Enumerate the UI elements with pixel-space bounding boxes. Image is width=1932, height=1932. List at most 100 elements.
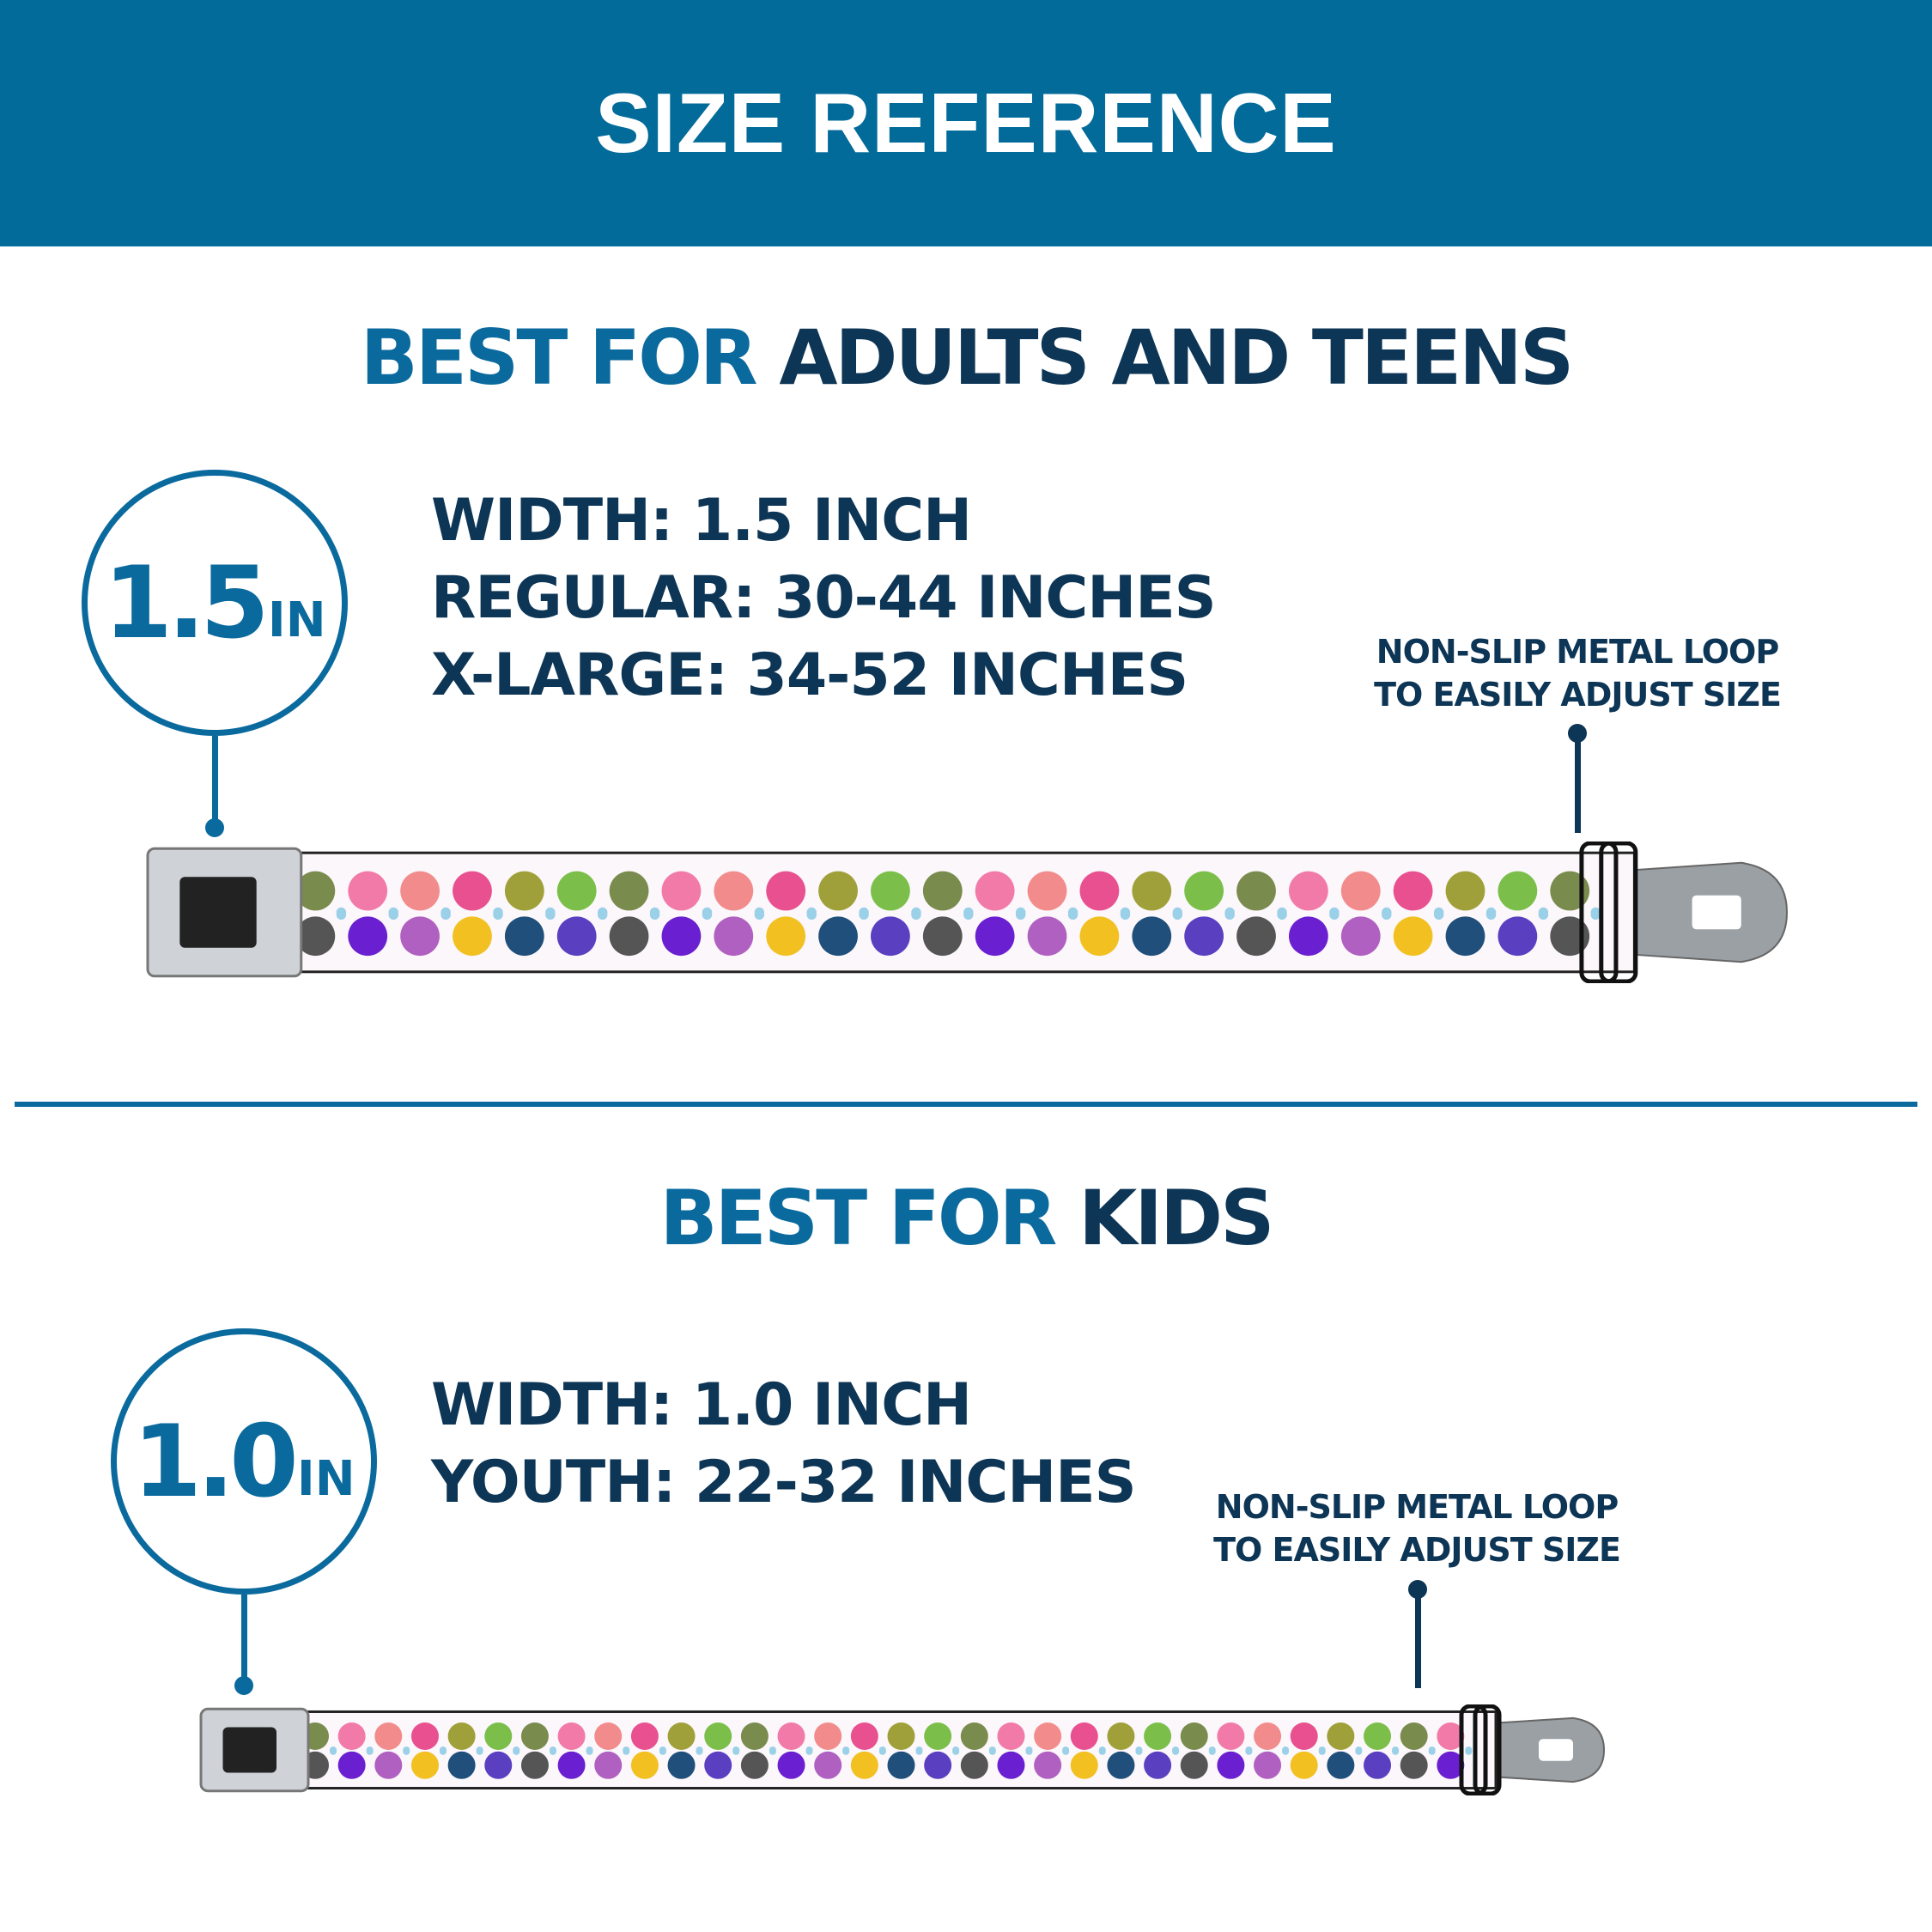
tongue-slot <box>1692 895 1741 930</box>
kids-specs: WIDTH: 1.0 INCH YOUTH: 22-32 INCHES <box>431 1367 1137 1522</box>
tongue-slot <box>1539 1739 1573 1761</box>
pattern-skull <box>1027 871 1067 911</box>
pattern-skull <box>704 1722 732 1750</box>
pattern-skull <box>520 1751 549 1779</box>
pattern-skull <box>400 916 440 957</box>
buckle-logo <box>222 1727 276 1773</box>
pattern-skull <box>1034 1722 1062 1750</box>
pattern-skull <box>814 1722 842 1750</box>
pointer-line <box>1415 1589 1421 1688</box>
pattern-skull <box>1289 871 1328 911</box>
metal-loop <box>1599 841 1638 983</box>
pattern-skull <box>609 916 649 957</box>
pattern-skull <box>740 1751 769 1779</box>
kids-section-title: BEST FOR KIDS <box>659 1174 1275 1262</box>
pattern-skull <box>1498 916 1538 957</box>
belt-adult-image <box>146 841 1789 983</box>
pattern-dot <box>1329 907 1340 918</box>
pattern-skull <box>1034 1751 1062 1779</box>
pattern-skull <box>337 1751 366 1779</box>
header-title: SIZE REFERENCE <box>595 76 1337 170</box>
header-banner: SIZE REFERENCE <box>0 0 1932 246</box>
pattern-skull <box>1217 1722 1245 1750</box>
pattern-skull <box>850 1722 878 1750</box>
pattern-dot <box>915 1747 923 1753</box>
pattern-skull <box>1340 916 1381 957</box>
pattern-dot <box>1590 907 1601 918</box>
pattern-skull <box>922 916 963 957</box>
pattern-skull <box>504 916 544 957</box>
pattern-skull <box>704 1751 732 1779</box>
pattern-skull <box>922 871 963 911</box>
pattern-dot <box>859 907 869 918</box>
pattern-skull <box>1079 871 1120 911</box>
pattern-skull <box>1107 1751 1135 1779</box>
belt-strap <box>289 851 1636 974</box>
pattern-skull <box>520 1722 549 1750</box>
pattern-skull <box>337 1722 366 1750</box>
pattern-dot <box>702 907 713 918</box>
pattern-dot <box>1025 1747 1033 1753</box>
pattern-dot <box>1224 907 1235 918</box>
pattern-dot <box>659 1747 666 1753</box>
pointer-dot <box>205 818 224 837</box>
pattern-dot <box>1355 1747 1363 1753</box>
note-line: TO EASILY ADJUST SIZE <box>1213 1531 1621 1569</box>
pattern-skull <box>667 1751 696 1779</box>
pattern-skull <box>1236 916 1276 957</box>
pattern-dot <box>1433 907 1444 918</box>
pattern-skull <box>400 871 440 911</box>
pattern-dot <box>545 907 556 918</box>
pattern-skull <box>818 916 858 957</box>
pattern-skull <box>1290 1722 1318 1750</box>
pattern-skull <box>997 1751 1025 1779</box>
pattern-skull <box>871 916 910 957</box>
pattern-dot <box>1428 1747 1436 1753</box>
pattern-skull <box>1254 1751 1282 1779</box>
pattern-dot <box>988 1747 996 1753</box>
pattern-skull <box>1070 1751 1098 1779</box>
pattern-dot <box>1245 1747 1253 1753</box>
pattern-dot <box>754 907 765 918</box>
pattern-dot <box>1538 907 1549 918</box>
pattern-dot <box>403 1747 410 1753</box>
pattern-dot <box>1277 907 1287 918</box>
adjust-note-kids: NON-SLIP METAL LOOP TO EASILY ADJUST SIZ… <box>1159 1485 1674 1571</box>
pattern-skull <box>1393 871 1433 911</box>
width-badge-kids: 1.0 IN <box>111 1328 377 1595</box>
pattern-skull <box>453 871 492 911</box>
adult-specs: WIDTH: 1.5 INCH REGULAR: 30-44 INCHES X-… <box>431 483 1217 714</box>
pattern-skull <box>1184 916 1224 957</box>
pattern-skull <box>975 871 1015 911</box>
pattern-skull <box>1364 1722 1392 1750</box>
pattern-skull <box>1079 916 1120 957</box>
pattern-skull <box>1327 1751 1355 1779</box>
pattern-skull <box>850 1751 878 1779</box>
pattern-skull <box>887 1722 915 1750</box>
pattern-skull <box>924 1751 952 1779</box>
pattern-dot <box>842 1747 850 1753</box>
pattern-skull <box>1217 1751 1245 1779</box>
pattern-skull <box>295 916 336 957</box>
pattern-skull <box>818 871 858 911</box>
pattern-dot <box>440 907 451 918</box>
adults-section-title: BEST FOR ADULTS AND TEENS <box>360 313 1574 402</box>
pattern-dot <box>1318 1747 1326 1753</box>
pattern-skull <box>1393 916 1433 957</box>
pattern-dot <box>963 907 974 918</box>
pattern-skull <box>1144 1722 1172 1750</box>
spec-xlarge: X-LARGE: 34-52 INCHES <box>431 641 1188 709</box>
pattern-dot <box>513 1747 520 1753</box>
pointer-dot <box>234 1676 253 1695</box>
note-line: NON-SLIP METAL LOOP <box>1215 1488 1619 1526</box>
pattern-skull <box>504 871 544 911</box>
pattern-dot <box>1172 907 1183 918</box>
pattern-skull <box>630 1722 659 1750</box>
pattern-skull <box>348 871 388 911</box>
pattern-skull <box>1180 1722 1208 1750</box>
pattern-skull <box>1327 1722 1355 1750</box>
pattern-dot <box>439 1747 447 1753</box>
belt-kids-image <box>199 1704 1606 1795</box>
pattern-skull <box>1400 1751 1428 1779</box>
pattern-skull <box>609 871 649 911</box>
